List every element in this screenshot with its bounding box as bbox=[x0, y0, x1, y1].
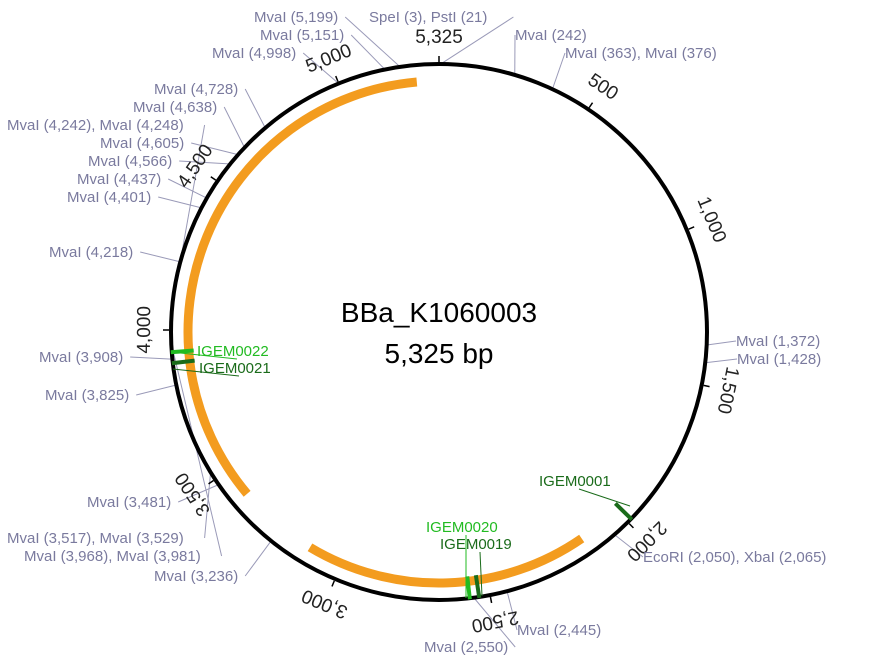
tick-label: 5,000 bbox=[303, 40, 355, 77]
feature-label: IGEM0019 bbox=[440, 536, 512, 553]
restriction-site-label: MvaI (1,372) bbox=[736, 333, 820, 350]
site-leader bbox=[140, 251, 180, 263]
restriction-site-label: MvaI (5,151) bbox=[260, 27, 344, 44]
feature-leader bbox=[172, 368, 240, 377]
site-leader bbox=[130, 356, 172, 360]
restriction-site-label: MvaI (2,445) bbox=[517, 622, 601, 639]
restriction-site-label: MvaI (4,728) bbox=[154, 81, 238, 98]
tick-label: 500 bbox=[584, 70, 622, 105]
tick-label: 5,325 bbox=[415, 27, 463, 48]
restriction-site-label: MvaI (4,218) bbox=[49, 244, 133, 261]
site-leader bbox=[167, 178, 207, 199]
site-leader bbox=[344, 16, 400, 67]
restriction-site-label: MvaI (4,638) bbox=[133, 99, 217, 116]
restriction-site-label: MvaI (4,566) bbox=[88, 153, 172, 170]
feature-leader bbox=[479, 551, 483, 597]
orange-feature-arcs bbox=[183, 77, 585, 588]
site-leader bbox=[178, 484, 218, 503]
tick-label: 1,000 bbox=[693, 194, 731, 246]
restriction-site-label: SpeI (3), PstI (21) bbox=[369, 9, 487, 26]
site-leader bbox=[136, 384, 176, 396]
tick-marks: 5001,0001,5002,0002,5003,0003,5004,0004,… bbox=[134, 27, 743, 636]
restriction-site-label: MvaI (4,242), MvaI (4,248) bbox=[7, 117, 184, 134]
site-leader bbox=[506, 592, 518, 631]
plasmid-name: BBa_K1060003 bbox=[341, 297, 537, 328]
site-leader bbox=[181, 124, 206, 254]
site-leader bbox=[441, 16, 514, 64]
feature-arc bbox=[183, 77, 418, 497]
site-leader bbox=[552, 52, 566, 89]
restriction-site-label: MvaI (3,908) bbox=[39, 349, 123, 366]
restriction-site-label: MvaI (2,550) bbox=[424, 639, 508, 656]
site-leader bbox=[350, 34, 385, 69]
restriction-site-label: MvaI (3,968), MvaI (3,981) bbox=[24, 548, 201, 565]
site-leader bbox=[302, 52, 339, 84]
site-leader bbox=[204, 473, 211, 539]
restriction-site-label: MvaI (5,199) bbox=[254, 9, 338, 26]
site-leader bbox=[614, 534, 644, 558]
tick-label: 4,000 bbox=[134, 306, 155, 354]
restriction-site-label: MvaI (3,481) bbox=[87, 494, 171, 511]
restriction-site-label: MvaI (4,437) bbox=[77, 171, 161, 188]
site-leader bbox=[244, 88, 266, 128]
tick-mark bbox=[703, 384, 710, 388]
site-leader bbox=[707, 340, 737, 346]
site-leader bbox=[706, 358, 738, 364]
feature-label: IGEM0022 bbox=[197, 343, 269, 360]
feature-mark bbox=[473, 574, 482, 599]
feature-label: IGEM0021 bbox=[199, 360, 271, 377]
restriction-site-label: MvaI (1,428) bbox=[737, 351, 821, 368]
site-leader bbox=[191, 142, 238, 155]
feature-mark bbox=[465, 576, 472, 600]
tick-mark bbox=[331, 580, 335, 587]
feature-arc bbox=[307, 534, 585, 588]
feature-mark bbox=[171, 358, 195, 366]
tick-mark bbox=[208, 479, 214, 485]
tick-label: 1,500 bbox=[713, 365, 743, 416]
tick-mark bbox=[489, 596, 493, 604]
tick-label: 3,000 bbox=[299, 585, 351, 623]
site-leader bbox=[244, 541, 271, 577]
tick-mark bbox=[688, 226, 695, 230]
restriction-site-label: MvaI (3,517), MvaI (3,529) bbox=[7, 530, 184, 547]
restriction-site-label: MvaI (4,605) bbox=[100, 135, 184, 152]
tick-mark bbox=[588, 102, 594, 109]
site-leader bbox=[179, 160, 230, 165]
plasmid-backbone bbox=[169, 62, 709, 602]
restriction-site-label: MvaI (363), MvaI (376) bbox=[565, 45, 717, 62]
feature-leader bbox=[170, 351, 238, 360]
tick-mark bbox=[210, 176, 217, 181]
feature-label: IGEM0001 bbox=[539, 473, 611, 490]
restriction-site-label: MvaI (3,825) bbox=[45, 387, 129, 404]
tick-mark bbox=[628, 523, 634, 529]
restriction-site-label: MvaI (3,236) bbox=[154, 568, 238, 585]
feature-label: IGEM0020 bbox=[426, 519, 498, 536]
site-leader bbox=[474, 598, 516, 648]
site-leader-lines bbox=[130, 16, 738, 648]
restriction-site-label: MvaI (4,998) bbox=[212, 45, 296, 62]
tick-label: 2,500 bbox=[470, 606, 521, 636]
site-leader bbox=[158, 196, 201, 209]
feature-leader bbox=[578, 488, 631, 507]
feature-mark bbox=[613, 502, 634, 521]
site-leader bbox=[223, 106, 245, 147]
plasmid-length: 5,325 bp bbox=[385, 338, 494, 369]
restriction-site-label: MvaI (4,401) bbox=[67, 189, 151, 206]
tick-mark bbox=[335, 75, 339, 82]
restriction-site-label: EcoRI (2,050), XbaI (2,065) bbox=[643, 549, 826, 566]
restriction-site-label: MvaI (242) bbox=[515, 27, 587, 44]
site-labels: MvaI (5,199) SpeI (3), PstI (21) MvaI (5,1… bbox=[7, 9, 826, 656]
